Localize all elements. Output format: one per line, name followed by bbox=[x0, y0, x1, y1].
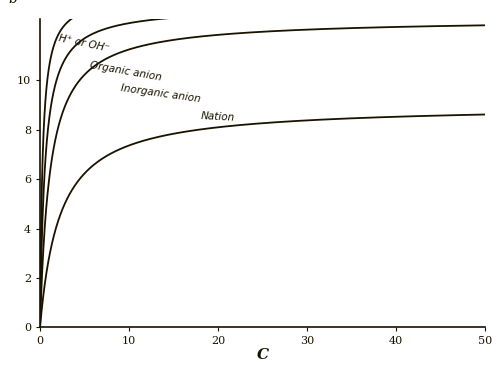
Text: Organic anion: Organic anion bbox=[89, 61, 162, 83]
Text: Inorganic anion: Inorganic anion bbox=[120, 83, 202, 104]
Text: Nation: Nation bbox=[200, 111, 235, 123]
Text: H⁺ or OH⁻: H⁺ or OH⁻ bbox=[58, 33, 110, 54]
Y-axis label: b: b bbox=[9, 0, 18, 6]
X-axis label: C: C bbox=[256, 348, 268, 362]
